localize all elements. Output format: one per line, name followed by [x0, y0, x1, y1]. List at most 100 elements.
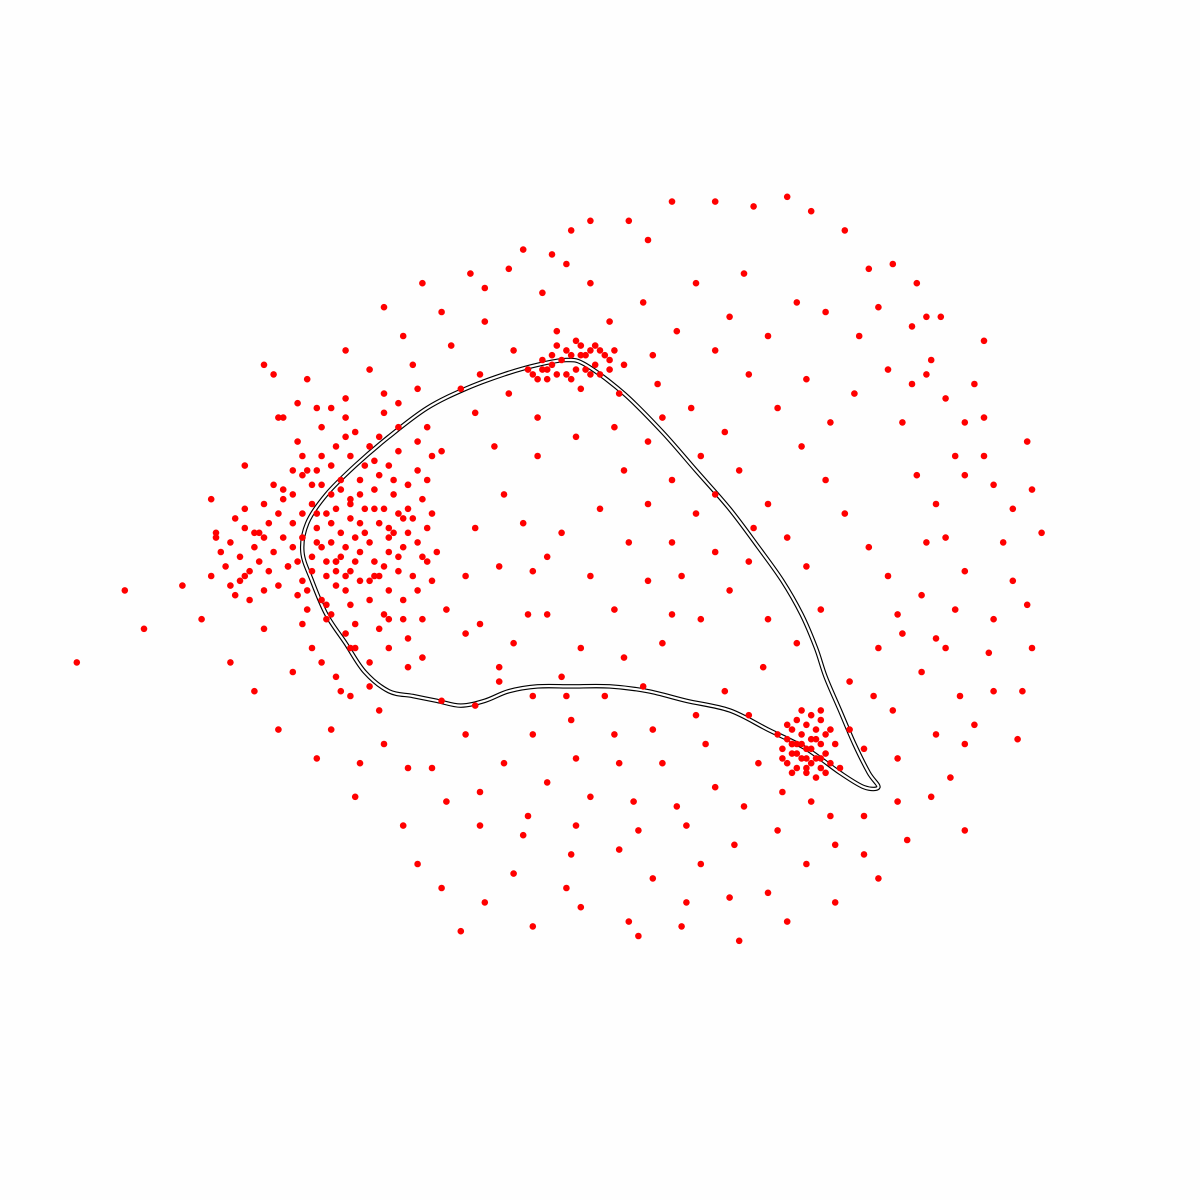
data-point — [726, 314, 733, 321]
data-point — [736, 467, 743, 474]
data-point — [669, 539, 676, 546]
data-point — [928, 357, 935, 364]
data-point — [1024, 438, 1031, 445]
data-point — [141, 626, 148, 633]
data-point — [539, 357, 546, 364]
data-point — [414, 539, 421, 546]
data-point — [405, 482, 412, 489]
data-point — [261, 534, 268, 541]
data-point — [390, 530, 397, 537]
data-point — [798, 443, 805, 450]
data-point — [357, 549, 364, 556]
data-point — [280, 486, 287, 493]
data-point — [870, 693, 877, 700]
data-point — [299, 510, 306, 517]
data-point — [477, 822, 484, 829]
data-point — [342, 414, 349, 421]
data-point — [299, 472, 306, 479]
data-point — [952, 606, 959, 613]
data-point — [1000, 539, 1007, 546]
data-point — [539, 366, 546, 373]
data-point — [794, 717, 801, 724]
data-point — [746, 371, 753, 378]
data-point — [582, 366, 589, 373]
data-point — [990, 688, 997, 695]
data-point — [702, 741, 709, 748]
data-point — [544, 611, 551, 618]
data-point — [981, 414, 988, 421]
data-point — [405, 664, 412, 671]
data-point — [803, 861, 810, 868]
data-point — [741, 803, 748, 810]
data-point — [669, 198, 676, 205]
data-point — [458, 928, 465, 935]
data-point — [938, 314, 945, 321]
data-point — [318, 424, 325, 431]
data-point — [712, 549, 719, 556]
data-point — [832, 842, 839, 849]
data-point — [414, 587, 421, 594]
data-point — [309, 645, 316, 652]
data-point — [808, 746, 815, 753]
data-point — [251, 544, 258, 551]
data-point — [750, 203, 757, 210]
data-point — [827, 760, 834, 767]
data-point — [568, 352, 575, 359]
data-point — [381, 506, 388, 513]
data-point — [314, 405, 321, 412]
data-point — [597, 347, 604, 354]
data-point — [578, 904, 585, 911]
data-point — [558, 357, 565, 364]
data-point — [246, 568, 253, 575]
data-point — [866, 266, 873, 273]
data-point — [520, 520, 527, 527]
data-point — [237, 554, 244, 561]
data-point — [232, 592, 239, 599]
data-point — [299, 621, 306, 628]
data-point — [506, 266, 513, 273]
data-point — [309, 482, 316, 489]
data-point — [304, 376, 311, 383]
data-point — [227, 539, 234, 546]
data-point — [558, 530, 565, 537]
data-point — [510, 640, 517, 647]
data-point — [616, 390, 623, 397]
data-point — [386, 645, 393, 652]
data-point — [616, 846, 623, 853]
data-point — [818, 717, 825, 724]
data-point — [621, 654, 628, 661]
data-point — [573, 366, 580, 373]
data-point — [803, 376, 810, 383]
data-point — [722, 429, 729, 436]
data-point — [314, 755, 321, 762]
data-point — [606, 366, 613, 373]
data-point — [683, 822, 690, 829]
data-point — [347, 453, 354, 460]
data-point — [846, 678, 853, 685]
data-point — [290, 520, 297, 527]
data-point — [578, 386, 585, 393]
data-point — [712, 491, 719, 498]
data-point — [419, 654, 426, 661]
data-point — [395, 448, 402, 455]
data-point — [405, 765, 412, 772]
data-point — [429, 578, 436, 585]
data-point — [491, 443, 498, 450]
data-point — [438, 309, 445, 316]
data-point — [242, 525, 249, 532]
data-point — [400, 544, 407, 551]
data-point — [261, 626, 268, 633]
data-point — [395, 568, 402, 575]
data-point — [698, 861, 705, 868]
data-point — [650, 726, 657, 733]
data-point — [957, 693, 964, 700]
data-point — [438, 698, 445, 705]
data-point — [808, 712, 815, 719]
data-point — [803, 563, 810, 570]
data-point — [592, 342, 599, 349]
data-point — [890, 707, 897, 714]
data-point — [971, 381, 978, 388]
data-point — [352, 794, 359, 801]
data-point — [808, 760, 815, 767]
